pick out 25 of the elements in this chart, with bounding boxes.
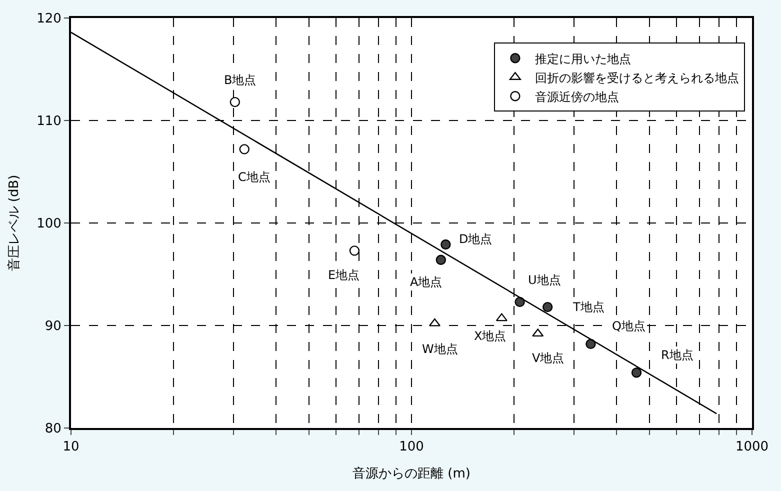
annotation: E地点 — [328, 268, 360, 282]
annotation: X地点 — [474, 329, 506, 343]
annotation: T地点 — [572, 300, 604, 314]
y-tick-label: 100 — [36, 216, 62, 232]
x-tick-label: 1000 — [735, 440, 769, 455]
x-axis-title: 音源からの距離 (m) — [352, 466, 470, 482]
y-tick-label: 80 — [44, 422, 62, 437]
annotation: V地点 — [532, 351, 564, 365]
legend-label: 推定に用いた地点 — [535, 52, 632, 66]
y-tick-label: 90 — [44, 319, 62, 334]
legend-label: 回折の影響を受けると考えられる地点 — [535, 70, 740, 85]
y-tick-label: 110 — [36, 114, 62, 130]
annotation: B地点 — [224, 73, 256, 87]
x-tick-label: 100 — [399, 440, 424, 455]
annotation: R地点 — [661, 348, 694, 362]
x-tick-label: 10 — [62, 440, 80, 455]
annotation: C地点 — [238, 170, 270, 184]
y-axis-title: 音圧レベル (dB) — [7, 174, 22, 272]
legend-label: 音源近傍の地点 — [535, 90, 620, 104]
y-tick-label: 120 — [36, 12, 62, 27]
annotation: A地点 — [410, 275, 442, 289]
annotation: Q地点 — [612, 319, 646, 333]
annotation: W地点 — [422, 342, 458, 356]
annotation: U地点 — [528, 273, 561, 287]
annotation: D地点 — [459, 232, 492, 246]
